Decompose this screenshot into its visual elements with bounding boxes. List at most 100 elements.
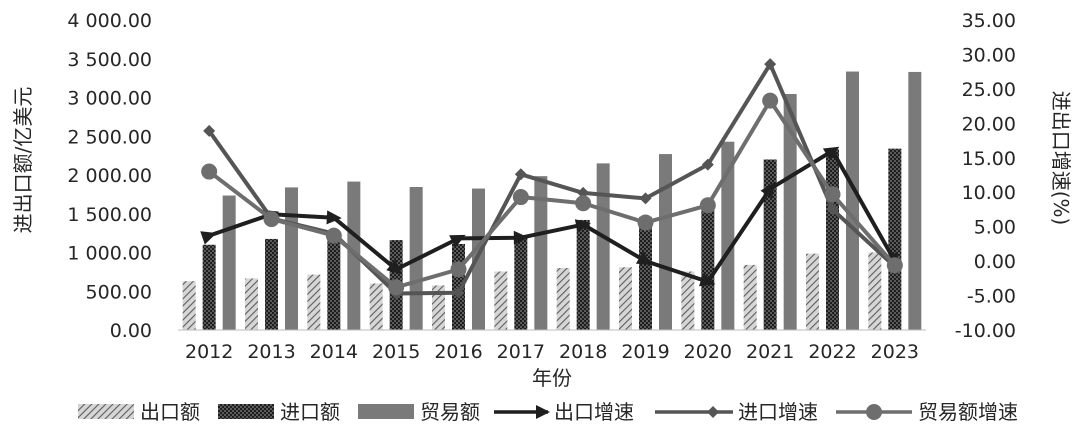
y2-tick-label: 35.00: [962, 10, 1016, 32]
bar-1-2016: [432, 285, 445, 330]
x-tick-label: 2020: [684, 341, 732, 363]
y2-tick-label: -10.00: [955, 320, 1016, 342]
bar-3-2014: [347, 181, 361, 330]
x-tick-label: 2014: [310, 341, 358, 363]
bar-2-2013: [265, 238, 278, 330]
point-1-2014: [326, 210, 342, 225]
bar-1-2014: [307, 274, 321, 330]
point-1-2019: [635, 251, 653, 266]
bar-3-2017: [534, 176, 548, 330]
line-series: [200, 58, 903, 300]
bar-1-2012: [182, 281, 196, 330]
y-tick-label: 2 000.00: [67, 165, 152, 187]
point-1-2016: [449, 234, 466, 248]
y-tick-label: 1 000.00: [67, 243, 152, 265]
point-3-2012: [201, 163, 218, 180]
legend-label-import-value: 进口额: [280, 400, 340, 424]
y2-axis-title: 进出口增速(%): [1049, 91, 1073, 226]
line-series-1: [208, 148, 897, 284]
legend-swatch-export-value: [78, 404, 134, 419]
legend-label-export-value: 出口额: [140, 400, 200, 424]
bar-2-2012: [202, 244, 216, 330]
bar-2-2021: [763, 159, 777, 330]
y2-tick-label: 5.00: [974, 217, 1016, 239]
bar-1-2020: [681, 271, 695, 330]
point-1-2012: [200, 231, 217, 245]
bar-3-2013: [285, 187, 298, 330]
point-2-2012: [203, 124, 216, 137]
x-axis-title: 年份: [532, 366, 572, 390]
y2-tick-label: 30.00: [962, 44, 1016, 66]
point-3-2013: [263, 211, 280, 228]
bar-1-2013: [245, 278, 258, 330]
y2-tick-label: 15.00: [962, 148, 1016, 170]
bar-3-2022: [846, 71, 859, 330]
point-2-2020: [701, 158, 714, 171]
bar-2-2022: [826, 149, 839, 330]
y2-tick-label: 25.00: [962, 79, 1016, 101]
y-tick-label: 3 500.00: [67, 49, 152, 71]
y-axis-title: 进出口额/亿美元: [11, 87, 35, 234]
bar-2-2017: [514, 235, 528, 330]
bar-2-2018: [576, 219, 590, 330]
legend-marker-arrow-icon: [536, 405, 550, 419]
point-1-2022: [822, 146, 840, 161]
bar-3-2018: [596, 163, 610, 330]
legend-swatch-trade-value: [358, 404, 414, 419]
bar-1-2018: [556, 268, 570, 330]
point-1-2017: [513, 230, 529, 245]
point-3-2019: [637, 214, 654, 231]
y-tick-label: 1 500.00: [67, 204, 152, 226]
legend-marker-circle-icon: [866, 404, 882, 420]
legend-marker-diamond-icon: [707, 406, 719, 418]
x-tick-label: 2012: [185, 341, 233, 363]
bar-3-2012: [222, 195, 236, 330]
legend-swatch-import-value: [218, 404, 274, 419]
bar-1-2017: [494, 271, 508, 330]
right-axis-ticks: -10.00 -5.00 0.00 5.00 10.00 15.00 20.00 25.00 3…: [955, 10, 1016, 342]
x-tick-label: 2015: [372, 341, 420, 363]
point-3-2014: [325, 227, 342, 244]
point-1-2020: [698, 272, 716, 287]
bar-3-2021: [783, 94, 797, 330]
bar-1-2019: [619, 267, 632, 330]
point-2-2016: [452, 286, 465, 299]
y-tick-label: 4 000.00: [67, 10, 152, 32]
x-tick-label: 2019: [621, 341, 669, 363]
bar-1-2022: [806, 253, 819, 330]
point-3-2016: [450, 261, 467, 278]
point-3-2023: [886, 257, 903, 274]
point-2-2022: [826, 203, 839, 216]
point-1-2015: [386, 259, 403, 275]
x-tick-label: 2016: [434, 341, 482, 363]
bar-2-2020: [701, 207, 715, 330]
point-3-2015: [388, 279, 405, 296]
x-tick-label: 2022: [808, 341, 856, 363]
x-axis-ticks: 2012 2013 2014 2015 2016 2017 2018 2019 2020 2021…: [185, 341, 919, 363]
point-3-2022: [824, 186, 841, 203]
bar-2-2019: [639, 216, 652, 330]
x-tick-label: 2017: [497, 341, 545, 363]
legend-label-trade-value: 贸易额: [420, 400, 480, 424]
bar-2-2014: [327, 238, 341, 330]
x-tick-label: 2023: [871, 341, 919, 363]
point-3-2018: [575, 195, 592, 212]
y2-tick-label: 10.00: [962, 182, 1016, 204]
y-tick-label: 3 000.00: [67, 88, 152, 110]
point-3-2017: [512, 189, 529, 206]
point-1-2021: [760, 182, 775, 199]
point-2-2017: [514, 168, 527, 181]
legend-label-export-growth: 出口增速: [554, 400, 634, 424]
point-3-2021: [762, 92, 779, 109]
x-tick-label: 2018: [559, 341, 607, 363]
bar-1-2023: [868, 252, 882, 330]
point-1-2018: [574, 219, 591, 233]
y-tick-label: 500.00: [86, 281, 152, 303]
bar-3-2016: [472, 188, 485, 330]
y2-tick-label: -5.00: [967, 286, 1016, 308]
x-tick-label: 2021: [746, 341, 794, 363]
bar-3-2019: [659, 154, 672, 330]
bar-3-2020: [721, 141, 735, 330]
x-tick-label: 2013: [247, 341, 295, 363]
